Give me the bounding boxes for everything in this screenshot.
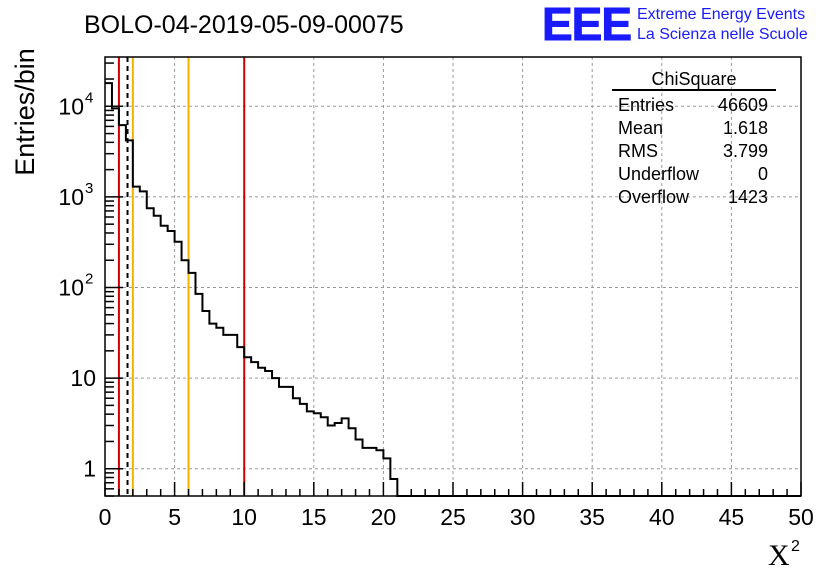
- x-axis-label-base: X: [768, 539, 790, 572]
- y-tick-label-exponent: 3: [85, 180, 93, 197]
- y-tick-label: 10 3: [58, 180, 93, 210]
- axis-ticks: [104, 62, 802, 497]
- x-tick-label: 45: [719, 504, 745, 530]
- y-tick-label-exponent: 2: [85, 271, 93, 288]
- x-tick-label: 5: [168, 504, 181, 530]
- eee-logo-line1: Extreme Energy Events: [637, 6, 805, 23]
- y-tick-label-base: 10: [58, 93, 84, 119]
- y-axis-label: Entries/bin: [10, 48, 40, 176]
- stats-box: ChiSquare Entries 46609 Mean 1.618 RMS 3.799 U…: [612, 69, 776, 207]
- eee-logo-line2: La Scienza nelle Scuole: [637, 26, 808, 43]
- x-tick-label: 40: [649, 504, 675, 530]
- grid: [105, 57, 801, 496]
- stats-row-label: Entries: [618, 95, 674, 115]
- eee-logo: EEE Extreme Energy Events La Scienza nel…: [542, 0, 808, 51]
- y-tick-label-exponent: 4: [85, 89, 93, 106]
- stats-row-label: Underflow: [618, 164, 700, 184]
- x-tick-label: 25: [440, 504, 466, 530]
- stats-row-value: 1.618: [723, 118, 768, 138]
- y-tick-label: 1: [83, 456, 96, 482]
- x-tick-labels: 0 5 10 15 20 25 30 35 40 45 50: [99, 504, 814, 530]
- stats-row-label: RMS: [618, 141, 658, 161]
- y-tick-label: 10: [70, 365, 96, 391]
- stats-row-value: 46609: [718, 95, 768, 115]
- y-tick-label-base: 10: [70, 365, 96, 391]
- x-tick-label: 0: [99, 504, 112, 530]
- y-tick-label: 10 4: [58, 89, 93, 119]
- x-tick-label: 30: [510, 504, 536, 530]
- reference-lines: [117, 57, 246, 496]
- stats-row-value: 0: [758, 164, 768, 184]
- chart-title: BOLO-04-2019-05-09-00075: [84, 11, 404, 39]
- x-axis-label: X 2: [768, 538, 800, 572]
- y-tick-label-base: 1: [83, 456, 96, 482]
- y-tick-label-base: 10: [58, 275, 84, 301]
- stats-box-title: ChiSquare: [651, 69, 736, 89]
- eee-logo-mark: EEE: [542, 0, 631, 50]
- histogram-series: [105, 82, 801, 497]
- x-axis-label-exponent: 2: [791, 538, 800, 555]
- x-tick-label: 50: [788, 504, 814, 530]
- stats-box-rows: Entries 46609 Mean 1.618 RMS 3.799 Underflow 0 O…: [618, 95, 768, 207]
- y-tick-label: 10 2: [58, 271, 93, 301]
- stats-row-value: 3.799: [723, 141, 768, 161]
- x-tick-label: 15: [301, 504, 327, 530]
- stats-row-label: Mean: [618, 118, 663, 138]
- x-tick-label: 35: [579, 504, 605, 530]
- stats-row-label: Overflow: [618, 187, 690, 207]
- x-tick-label: 10: [231, 504, 257, 530]
- stats-row-value: 1423: [728, 187, 768, 207]
- x-tick-label: 20: [371, 504, 397, 530]
- y-tick-label-base: 10: [58, 184, 84, 210]
